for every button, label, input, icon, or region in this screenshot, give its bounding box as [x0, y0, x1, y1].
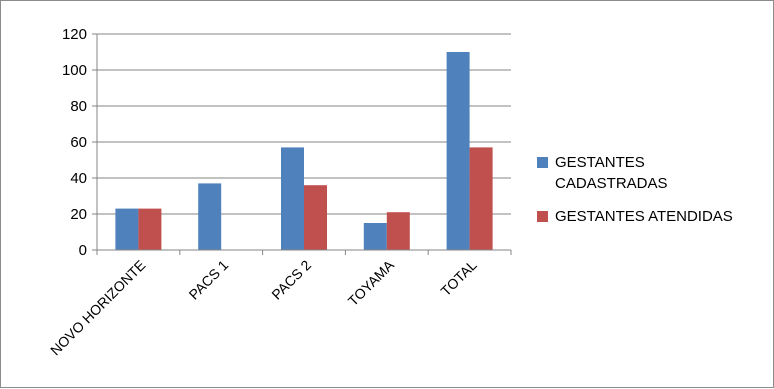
y-tick-label: 80 [70, 98, 87, 115]
bar-gestantes-atendidas-total [469, 147, 493, 250]
bar-gestantes-atendidas-toyama [386, 212, 410, 250]
axes [92, 33, 512, 255]
y-tick-label: 0 [79, 242, 87, 259]
bar-gestantes-cadastradas-total [446, 52, 470, 250]
y-tick-label: 20 [70, 206, 87, 223]
legend-label: GESTANTES ATENDIDAS [555, 208, 733, 225]
bar-gestantes-cadastradas-pacs-2 [281, 147, 304, 250]
x-tick-label-novo-horizonte: NOVO HORIZONTE [47, 257, 149, 359]
legend-label: CADASTRADAS [555, 175, 668, 192]
legend-label: GESTANTES [555, 154, 645, 171]
y-tick-label: 40 [70, 170, 87, 187]
y-tick-label: 100 [62, 62, 87, 79]
y-tick-label: 60 [70, 134, 87, 151]
legend-item-gestantes-atendidas: GESTANTES ATENDIDAS [537, 208, 733, 225]
bar-gestantes-cadastradas-pacs-1 [198, 183, 222, 250]
bar-gestantes-cadastradas-toyama [363, 223, 387, 250]
bar-gestantes-atendidas-novo-horizonte [138, 208, 162, 250]
x-tick-labels: NOVO HORIZONTE PACS 1 PACS 2 TOYAMA TOTAL [47, 256, 480, 358]
y-tick-labels: 0 20 40 60 80 100 120 [62, 26, 87, 259]
gridlines [97, 33, 511, 215]
x-tick-label-pacs-2: PACS 2 [268, 257, 314, 303]
bar-gestantes-cadastradas-novo-horizonte [115, 208, 139, 250]
y-tick-label: 120 [62, 26, 87, 43]
x-tick-label-pacs-1: PACS 1 [186, 257, 232, 303]
legend: GESTANTES CADASTRADAS GESTANTES ATENDIDAS [537, 154, 733, 225]
x-tick-label-total: TOTAL [437, 257, 479, 299]
legend-swatch [537, 157, 548, 168]
legend-item-gestantes-cadastradas: GESTANTES CADASTRADAS [537, 154, 668, 192]
bars [115, 52, 493, 250]
legend-swatch [537, 211, 548, 222]
bar-gestantes-atendidas-pacs-2 [304, 185, 327, 250]
x-tick-label-toyama: TOYAMA [345, 256, 398, 309]
